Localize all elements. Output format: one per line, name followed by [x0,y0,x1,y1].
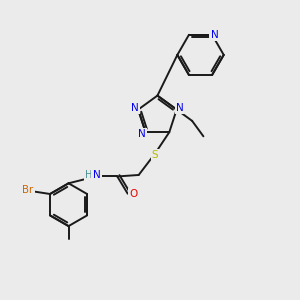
Text: S: S [152,150,158,160]
Text: Br: Br [22,185,34,195]
Text: N: N [138,129,146,139]
Text: O: O [129,189,137,199]
Text: N: N [131,103,139,113]
Text: N: N [176,103,184,113]
Text: H: H [85,170,92,180]
Text: N: N [211,30,218,40]
Text: N: N [93,170,101,180]
